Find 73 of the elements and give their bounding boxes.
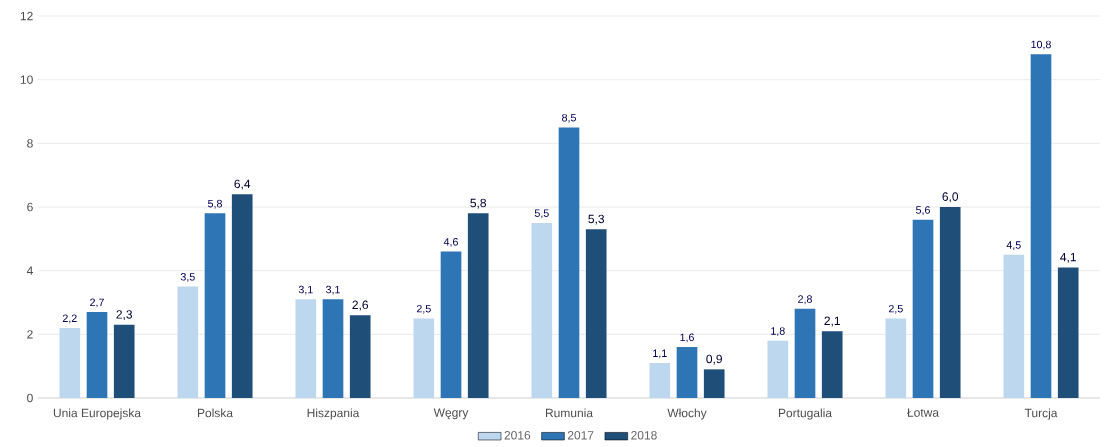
bar [821, 331, 843, 398]
legend-label: 2017 [567, 431, 594, 440]
bar [413, 318, 435, 398]
data-label: 3,1 [325, 285, 340, 295]
data-label: 2,8 [798, 295, 812, 305]
bar [231, 194, 253, 398]
y-tick-label: 10 [20, 75, 33, 84]
data-label: 2,7 [90, 298, 104, 308]
data-label: 2,1 [824, 316, 840, 327]
bar [676, 347, 698, 398]
y-tick-label: 4 [26, 266, 33, 275]
data-label: 5,8 [208, 199, 222, 209]
data-label: 10,8 [1031, 40, 1051, 50]
bar [177, 286, 199, 398]
data-label: 4,1 [1060, 252, 1076, 263]
data-label: 2,3 [116, 310, 133, 321]
bar [531, 222, 553, 398]
legend-label: 2018 [631, 431, 657, 440]
data-label: 2,2 [62, 314, 77, 324]
x-tick-label: Rumunia [545, 408, 593, 418]
x-tick-label: Polska [197, 408, 234, 418]
data-label: 6,4 [234, 179, 251, 190]
data-label: 5,6 [916, 206, 930, 216]
bar [703, 369, 725, 398]
data-label: 2,5 [888, 304, 903, 314]
legend-label: 2016 [504, 431, 531, 440]
bar [558, 127, 580, 398]
bar [585, 229, 607, 398]
bar [322, 299, 344, 398]
y-tick-label: 6 [27, 202, 33, 212]
bar [1003, 254, 1025, 398]
x-tick-label: Węgry [433, 408, 469, 420]
bar [1030, 54, 1052, 398]
x-tick-label: Włochy [667, 408, 707, 420]
bar [794, 308, 816, 398]
bar [767, 340, 789, 398]
x-tick-label: Turcja [1024, 408, 1058, 420]
y-tick-label: 12 [20, 11, 33, 21]
data-label: 3,5 [180, 273, 195, 282]
data-label: 1,6 [680, 333, 694, 343]
bar [349, 315, 371, 398]
data-label: 0,9 [706, 354, 722, 365]
bar [59, 327, 81, 398]
data-label: 6,0 [942, 192, 959, 203]
data-label: 1,1 [653, 349, 667, 359]
data-label: 5,5 [534, 209, 549, 219]
data-label: 8,5 [562, 113, 576, 123]
data-label: 2,6 [352, 300, 369, 311]
bar [939, 207, 961, 398]
data-label: 1,8 [771, 327, 785, 336]
data-label: 4,5 [1006, 241, 1021, 251]
x-tick-label: Łotwa [907, 408, 940, 417]
bar [86, 312, 108, 398]
data-label: 5,3 [588, 214, 605, 225]
y-tick-label: 8 [27, 139, 33, 148]
data-label: 2,5 [416, 304, 431, 314]
bar [467, 213, 489, 398]
bar [295, 299, 317, 398]
bar [912, 219, 934, 398]
x-tick-label: Unia Europejska [53, 408, 141, 420]
bar [204, 213, 226, 398]
x-tick-label: Hiszpania [307, 408, 360, 420]
bar [649, 362, 671, 398]
y-tick-label: 0 [27, 393, 33, 403]
bar [440, 251, 462, 398]
y-tick-label: 2 [27, 330, 33, 339]
bar [885, 318, 907, 398]
bar [1057, 267, 1079, 398]
data-label: 3,1 [298, 285, 313, 295]
data-label: 5,8 [470, 198, 487, 209]
data-label: 4,6 [443, 238, 458, 247]
x-tick-label: Portugalia [778, 408, 833, 420]
bar [113, 324, 135, 398]
